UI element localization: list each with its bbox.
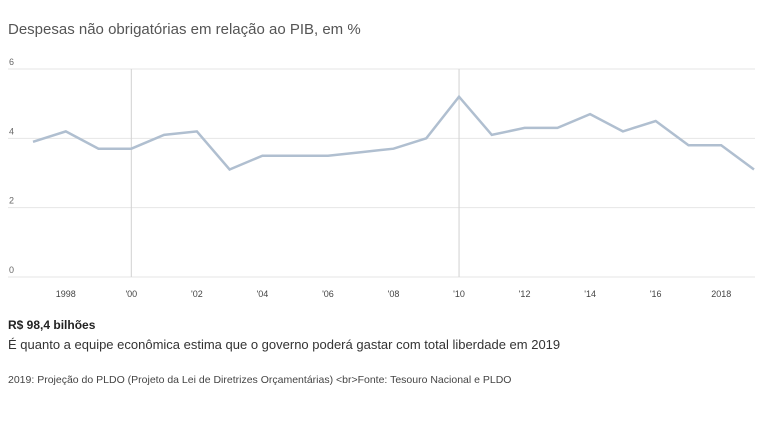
x-tick-label: '08 (388, 289, 400, 299)
y-tick-label: 0 (9, 265, 14, 275)
x-tick-label: 1998 (56, 289, 76, 299)
x-tick-label: '10 (453, 289, 465, 299)
chart-title: Despesas não obrigatórias em relação ao … (8, 21, 361, 38)
series-line (32, 94, 755, 172)
x-tick-label: '00 (125, 289, 137, 299)
x-tick-label: '12 (519, 289, 531, 299)
x-tick-label: 2018 (711, 289, 731, 299)
highlight-value: R$ 98,4 bilhões (8, 318, 96, 332)
y-tick-label: 2 (9, 196, 14, 206)
source-note: 2019: Projeção do PLDO (Projeto da Lei d… (8, 374, 512, 386)
y-tick-label: 4 (9, 126, 14, 136)
x-tick-label: '02 (191, 289, 203, 299)
x-tick-label: '04 (257, 289, 269, 299)
x-tick-label: '14 (584, 289, 596, 299)
y-axis-ticks: 0 2 4 6 (9, 57, 14, 275)
line-chart: 0 2 4 6 1998 '00 '02 '04 '06 '08 '10 '12 '14 '16 2018 (8, 57, 755, 299)
x-tick-label: '16 (650, 289, 662, 299)
y-tick-label: 6 (9, 57, 14, 67)
chart-grid (8, 68, 755, 278)
chart-series (32, 94, 755, 172)
highlight-description: É quanto a equipe econômica estima que o… (8, 337, 561, 352)
x-tick-label: '06 (322, 289, 334, 299)
x-axis-ticks: 1998 '00 '02 '04 '06 '08 '10 '12 '14 '16 2018 (56, 289, 731, 299)
